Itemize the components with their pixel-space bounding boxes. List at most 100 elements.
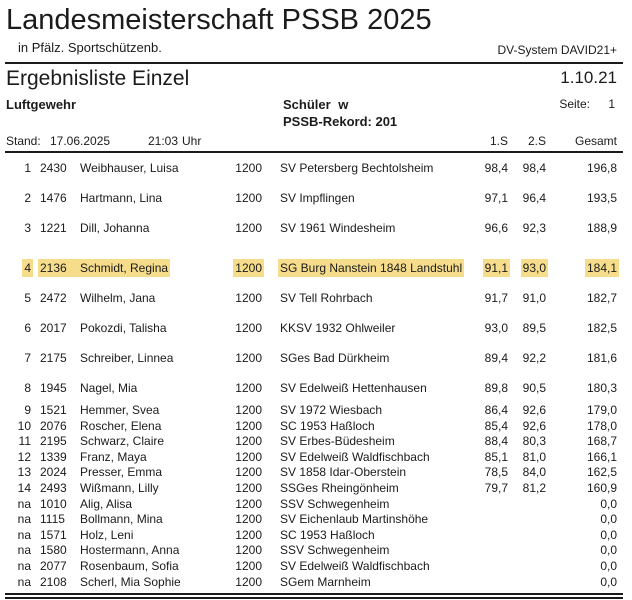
total-cell: 0,0 (600, 543, 617, 558)
shooter-cell: 1945 Nagel, Mia (40, 373, 230, 403)
series2-cell: 92,2 (522, 351, 546, 365)
start-number: 2024 (40, 465, 67, 480)
code-cell: 1200 (235, 512, 262, 527)
table-row: 14 2493 Wißmann, Lilly 1200 SSGes Rheingö… (0, 481, 632, 497)
total-cell: 160,9 (586, 480, 617, 495)
series1-cell (472, 528, 508, 544)
shooter-name: Hartmann, Lina (80, 191, 163, 205)
rank-cell: 12 (17, 449, 31, 464)
start-number: 2076 (40, 418, 67, 433)
start-number: 2175 (40, 351, 67, 365)
total-cell: 166,1 (586, 449, 617, 464)
shooter-cell: 2108 Scherl, Mia Sophie (40, 575, 230, 591)
series2-cell (508, 528, 546, 544)
series2-cell (508, 575, 546, 591)
series1-cell: 93,0 (484, 321, 508, 335)
club-cell: SC 1953 Haßloch (280, 418, 375, 433)
dv-system-label: DV-System DAVID21+ (497, 43, 617, 57)
code-cell: 1200 (235, 434, 262, 449)
shooter-cell: 1571 Holz, Leni (40, 528, 230, 544)
series2-cell (508, 543, 546, 559)
shooter-name: Holz, Leni (80, 527, 134, 542)
bottom-double-rule (5, 593, 623, 600)
table-row: 7 2175 Schreiber, Linnea 1200 SGes Bad Dü… (0, 343, 632, 373)
start-number: 1945 (40, 381, 67, 395)
rank-cell: 6 (24, 321, 31, 335)
table-row: 12 1339 Franz, Maya 1200 SV Edelweiß Wald… (0, 450, 632, 466)
code-cell: 1200 (235, 574, 262, 589)
series2-cell: 81,0 (522, 449, 546, 464)
code-cell: 1200 (235, 480, 262, 495)
total-cell: 179,0 (586, 403, 617, 417)
code-cell: 1200 (235, 191, 262, 205)
code-cell: 1200 (235, 381, 262, 395)
series1-cell: 85,4 (484, 418, 508, 433)
shooter-name: Wilhelm, Jana (80, 291, 156, 305)
rank-cell: 4 (24, 261, 31, 275)
series2-cell (508, 497, 546, 513)
table-row: na 1010 Alig, Alisa 1200 SSV Schwegenheim… (0, 497, 632, 513)
series2-cell: 96,4 (522, 191, 546, 205)
rank-cell: 1 (24, 161, 31, 175)
table-row: 3 1221 Dill, Johanna 1200 SV 1961 Windesh… (0, 213, 632, 243)
start-number: 2195 (40, 434, 67, 449)
rank-cell: 2 (24, 191, 31, 205)
start-number: 1571 (40, 527, 67, 542)
start-number: 1476 (40, 191, 67, 205)
column-header-total: Gesamt (574, 134, 617, 148)
series2-cell: 98,4 (522, 161, 546, 175)
shooter-cell: 2024 Presser, Emma (40, 465, 230, 481)
shooter-cell: 2175 Schreiber, Linnea (40, 343, 230, 373)
rank-cell: 13 (17, 465, 31, 480)
series1-cell: 97,1 (484, 191, 508, 205)
series2-cell: 92,6 (522, 403, 546, 417)
club-cell: SV Edelweiß Hettenhausen (280, 381, 427, 395)
class-code: 1.10.21 (560, 68, 617, 87)
shooter-name: Hostermann, Anna (80, 543, 180, 558)
club-cell: SSV Schwegenheim (280, 496, 390, 511)
club-cell: SV Edelweiß Waldfischbach (280, 449, 430, 464)
start-number: 2493 (40, 480, 67, 495)
shooter-cell: 1580 Hostermann, Anna (40, 543, 230, 559)
series2-cell: 92,6 (522, 418, 546, 433)
code-cell: 1200 (235, 403, 262, 417)
rank-cell: 3 (24, 221, 31, 235)
shooter-name: Dill, Johanna (80, 221, 150, 235)
shooter-name: Roscher, Elena (80, 418, 162, 433)
rank-cell: 8 (24, 381, 31, 395)
shooter-cell: 2430 Weibhauser, Luisa (40, 153, 230, 183)
total-cell: 0,0 (600, 558, 617, 573)
shooter-name: Scherl, Mia Sophie (80, 574, 181, 589)
club-cell: SGem Marnheim (280, 574, 371, 589)
shooter-name: Schmidt, Regina (80, 261, 169, 275)
start-number: 1221 (40, 221, 67, 235)
club-cell: SG Burg Nanstein 1848 Landstuhl (280, 261, 463, 275)
series2-cell: 84,0 (522, 465, 546, 480)
rank-cell: na (17, 496, 31, 511)
page-number-label: Seite: (559, 97, 590, 111)
code-cell: 1200 (235, 351, 262, 365)
column-header-series1: 1.S (489, 134, 508, 148)
code-cell: 1200 (235, 161, 262, 175)
shooter-cell: 2076 Roscher, Elena (40, 419, 230, 435)
series2-cell: 91,0 (522, 291, 546, 305)
page-subtitle: in Pfälz. Sportschützenb. (18, 40, 162, 55)
total-cell: 162,5 (586, 465, 617, 480)
shooter-name: Rosenbaum, Sofia (80, 558, 179, 573)
series1-cell: 96,6 (484, 221, 508, 235)
shooter-name: Bollmann, Mina (80, 512, 163, 527)
header-rule (5, 62, 623, 64)
total-cell: 168,7 (586, 434, 617, 449)
club-cell: SV Petersberg Bechtolsheim (280, 161, 434, 175)
rank-cell: na (17, 558, 31, 573)
shooter-cell: 1221 Dill, Johanna (40, 213, 230, 243)
rank-cell: 7 (24, 351, 31, 365)
series1-cell (472, 512, 508, 528)
table-row: 6 2017 Pokozdi, Talisha 1200 KKSV 1932 Oh… (0, 313, 632, 343)
series2-cell: 92,3 (522, 221, 546, 235)
table-row: 4 2136 Schmidt, Regina 1200 SG Burg Nanst… (0, 253, 632, 283)
start-number: 2430 (40, 161, 67, 175)
total-cell: 0,0 (600, 527, 617, 542)
start-number: 1339 (40, 449, 67, 464)
shooter-name: Wißmann, Lilly (80, 480, 159, 495)
